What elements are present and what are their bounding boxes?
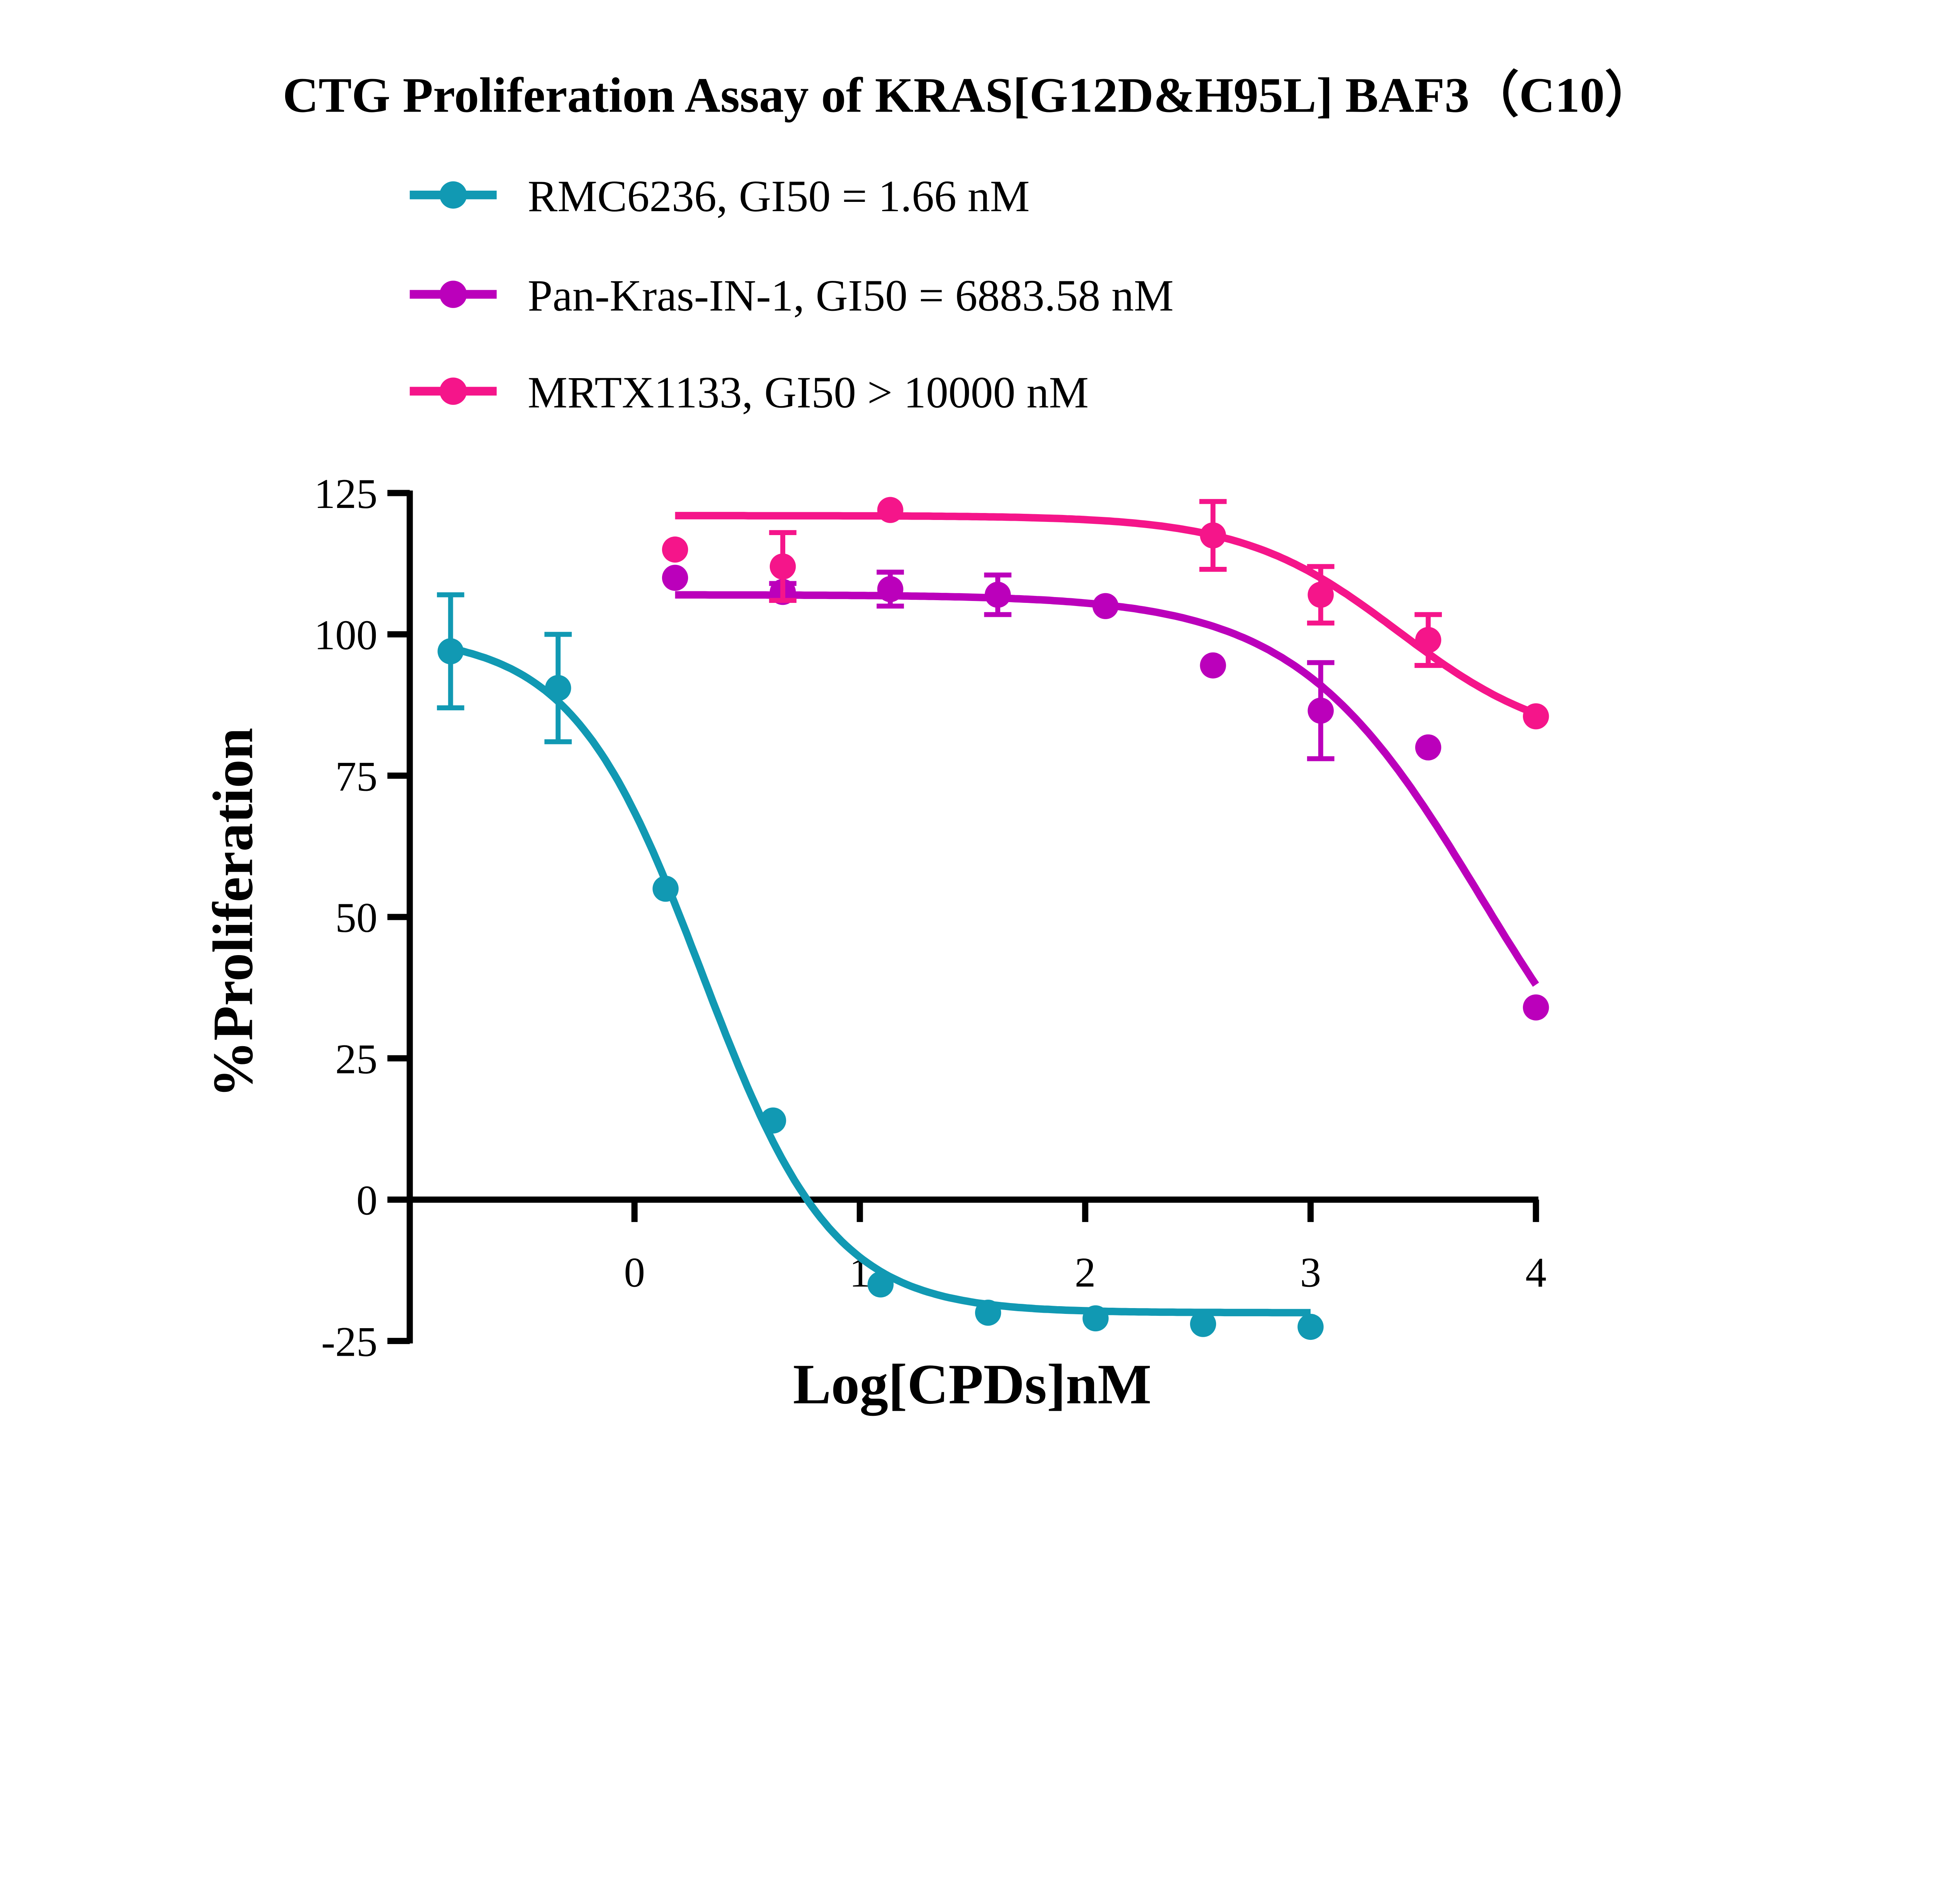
- data-point: [437, 638, 464, 665]
- data-point: [1200, 522, 1226, 549]
- data-point: [984, 582, 1011, 608]
- dose-response-chart: CTG Proliferation Assay of KRAS[G12D&H95…: [201, 67, 1655, 1416]
- data-point: [877, 497, 903, 523]
- x-axis-label: Log[CPDs]nM: [793, 1353, 1151, 1416]
- fit-curve: [675, 591, 1539, 987]
- data-point: [1523, 994, 1549, 1021]
- data-point: [1523, 703, 1549, 730]
- data-point: [1092, 593, 1119, 619]
- data-point: [760, 1107, 786, 1134]
- y-tick-label: 75: [335, 753, 377, 800]
- data-point: [1082, 1305, 1109, 1332]
- fit-curve: [449, 645, 1311, 1317]
- y-tick-label: 50: [335, 894, 377, 941]
- data-point: [662, 536, 688, 563]
- data-point: [867, 1271, 894, 1298]
- y-axis-label: %Proliferation: [201, 728, 265, 1098]
- y-tick-label: 0: [356, 1177, 377, 1224]
- data-point: [769, 553, 796, 580]
- legend-label: MRTX1133, GI50 > 10000 nM: [528, 367, 1089, 417]
- data-point: [877, 576, 903, 603]
- legend-label: Pan-Kras-IN-1, GI50 = 6883.58 nM: [528, 270, 1173, 320]
- series-1: [662, 565, 1549, 1021]
- data-point: [1307, 582, 1334, 608]
- y-tick-label: 125: [314, 470, 377, 517]
- data-point: [1307, 697, 1334, 724]
- data-point: [975, 1300, 1001, 1326]
- legend: RMC6236, GI50 = 1.66 nM Pan-Kras-IN-1, GI…: [409, 171, 1173, 417]
- chart-title: CTG Proliferation Assay of KRAS[G12D&H95…: [283, 67, 1655, 122]
- x-tick-label: 2: [1075, 1249, 1096, 1296]
- data-point: [1190, 1311, 1216, 1337]
- data-point: [1297, 1314, 1324, 1340]
- plot-area: [437, 497, 1549, 1340]
- series-2: [662, 497, 1549, 730]
- x-tick-label: 3: [1300, 1249, 1321, 1296]
- series-0: [437, 592, 1324, 1340]
- legend-marker: [439, 181, 467, 209]
- legend-marker: [439, 377, 467, 405]
- data-point: [1200, 652, 1226, 679]
- legend-marker: [439, 281, 467, 308]
- fit-curve: [675, 512, 1538, 717]
- data-point: [1415, 627, 1442, 653]
- y-tick-label: 100: [314, 612, 377, 659]
- legend-label: RMC6236, GI50 = 1.66 nM: [528, 171, 1030, 221]
- x-tick-label: 4: [1525, 1249, 1546, 1296]
- x-tick-label: 0: [624, 1249, 645, 1296]
- data-point: [662, 565, 688, 591]
- data-point: [652, 876, 679, 902]
- y-tick-label: 25: [335, 1036, 377, 1083]
- y-tick-label: -25: [321, 1318, 377, 1365]
- data-point: [1415, 734, 1442, 761]
- data-point: [545, 675, 571, 701]
